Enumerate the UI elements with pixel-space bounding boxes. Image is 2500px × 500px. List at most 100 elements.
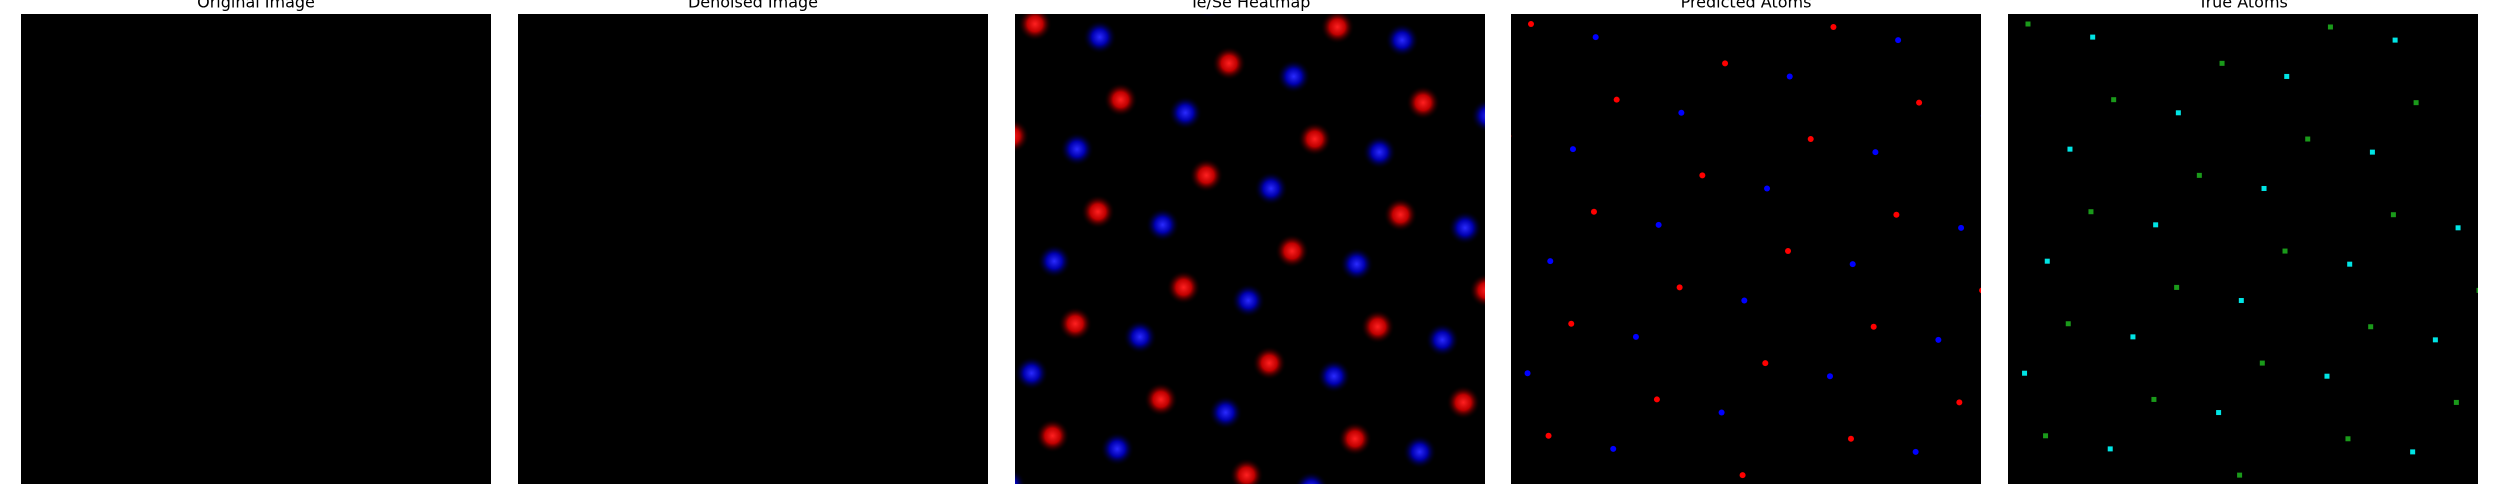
- heatmap-blob: [1254, 171, 1289, 206]
- heatmap-blob: [1297, 122, 1332, 157]
- true-atom: [2410, 449, 2416, 455]
- panel-title: Original Image: [197, 0, 315, 12]
- heatmap-blob: [1037, 244, 1072, 279]
- image-texture: [2008, 14, 2478, 484]
- heatmap-blob: [1337, 421, 1372, 456]
- true-atom: [2003, 134, 2008, 139]
- predicted-atom: [1569, 146, 1576, 153]
- predicted-atom: [1895, 37, 1902, 44]
- predicted-atom: [1826, 373, 1833, 380]
- heatmap-blob: [1100, 431, 1135, 466]
- true-atom: [2324, 373, 2330, 379]
- true-atom: [2302, 486, 2307, 491]
- heatmap-blob: [1470, 99, 1485, 133]
- true-atom: [2453, 399, 2459, 405]
- predicted-atom: [1830, 23, 1837, 30]
- predicted-atom: [1980, 114, 1981, 117]
- predicted-atom: [1592, 34, 1599, 41]
- heatmap-blob: [1469, 273, 1485, 308]
- predicted-atom: [1847, 435, 1854, 442]
- predicted-atom: [1699, 172, 1706, 179]
- true-atom: [2067, 146, 2073, 152]
- heatmap-blob: [1058, 306, 1093, 341]
- panel-title: True Atoms: [2197, 0, 2288, 12]
- true-atom: [2022, 370, 2028, 376]
- heatmap-blob: [1448, 210, 1483, 245]
- heatmap-blob: [1122, 319, 1157, 354]
- heatmap-blob: [1168, 95, 1203, 130]
- true-atom: [2368, 324, 2374, 330]
- true-atom: [2175, 110, 2181, 116]
- true-atom: [2369, 149, 2375, 155]
- true-atom: [2478, 113, 2483, 118]
- heatmap-blob: [1197, 14, 1219, 18]
- predicted-atom: [1613, 96, 1620, 103]
- true-atom: [2151, 396, 2157, 402]
- panel-image: [1511, 14, 1981, 491]
- true-atom: [2107, 446, 2113, 452]
- true-atom: [2043, 433, 2049, 439]
- predicted-atom: [1547, 258, 1554, 265]
- true-atom: [2237, 472, 2243, 478]
- heatmap-blob: [1362, 135, 1397, 170]
- true-atom: [2432, 337, 2438, 343]
- predicted-atom: [1893, 211, 1900, 218]
- true-atom: [2025, 21, 2031, 27]
- heatmap-blob: [1166, 270, 1201, 305]
- panel: [21, 14, 491, 484]
- panel-image: [1999, 14, 2483, 491]
- image-texture: [518, 14, 988, 484]
- panel-title: Predicted Atoms: [1681, 0, 1812, 12]
- true-atom: [1999, 483, 2004, 488]
- predicted-atom: [1528, 21, 1534, 27]
- panel-title: Denoised Image: [688, 0, 818, 12]
- heatmap-blob: [1082, 20, 1117, 55]
- image-texture: [21, 14, 491, 484]
- heatmap-blob: [1252, 346, 1287, 381]
- heatmap-blob: [1406, 85, 1441, 120]
- predicted-atom: [1935, 336, 1942, 343]
- heatmap-bg: [1015, 14, 1485, 484]
- heatmap-blob: [1015, 119, 1030, 153]
- true-atom: [2345, 436, 2351, 442]
- true-atom: [2111, 97, 2117, 103]
- heatmap-blob: [1231, 283, 1266, 318]
- heatmap-blob: [1385, 23, 1420, 58]
- true-atom: [2284, 73, 2290, 79]
- true-atom: [2347, 261, 2353, 267]
- true-atom: [2413, 100, 2419, 106]
- heatmap-blob: [1316, 359, 1351, 394]
- image-texture: [1511, 14, 1981, 484]
- true-atom: [2261, 185, 2267, 191]
- predicted-atom: [1849, 261, 1856, 268]
- heatmap-blob: [1080, 194, 1115, 229]
- heatmap-blob: [1015, 469, 1026, 484]
- predicted-atom: [1545, 432, 1552, 439]
- true-atom: [2174, 284, 2180, 290]
- predicted-atom: [1762, 360, 1769, 367]
- true-atom: [2044, 258, 2050, 264]
- heatmap-blob: [1294, 471, 1328, 484]
- predicted-atom: [1676, 284, 1683, 291]
- predicted-atom: [1958, 224, 1965, 231]
- heatmap-blob: [1145, 207, 1180, 242]
- predicted-atom: [1764, 185, 1771, 192]
- predicted-atom: [1870, 323, 1877, 330]
- heatmap-blob: [1383, 197, 1418, 232]
- predicted-atom: [1568, 320, 1575, 327]
- heatmap-blob: [1339, 247, 1374, 282]
- heatmap-blob: [1320, 14, 1355, 44]
- heatmap-blob: [1402, 434, 1437, 469]
- true-atom: [2476, 287, 2478, 293]
- heatmap-blob: [1035, 418, 1070, 453]
- heatmap-blob: [1059, 132, 1094, 167]
- heatmap-blob: [1103, 82, 1138, 117]
- true-atom: [2390, 212, 2396, 218]
- predicted-atom: [1632, 333, 1639, 340]
- predicted-atom: [1979, 287, 1981, 294]
- predicted-atom: [1804, 485, 1810, 491]
- true-atom: [2216, 410, 2222, 416]
- true-atom: [2153, 222, 2159, 228]
- panel-image: [1015, 14, 1485, 484]
- true-atom: [2238, 298, 2244, 304]
